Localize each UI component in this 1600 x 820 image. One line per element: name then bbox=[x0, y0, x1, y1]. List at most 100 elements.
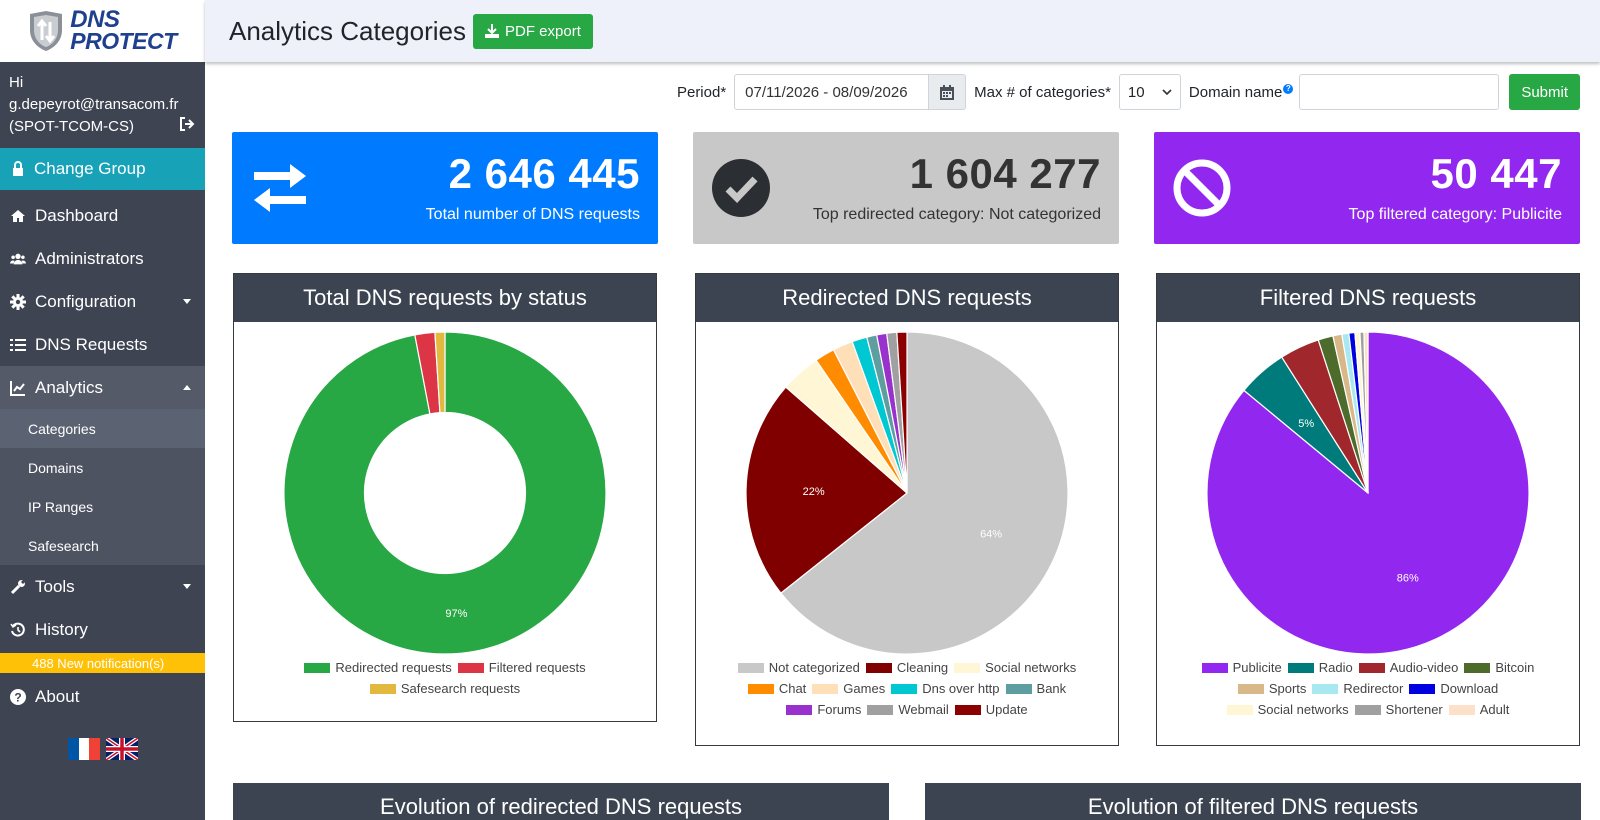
chevron-down-icon bbox=[183, 299, 191, 304]
chart-status-donut: 97% bbox=[283, 331, 607, 655]
ban-icon bbox=[1173, 159, 1231, 217]
chevron-down-icon bbox=[1162, 89, 1172, 95]
change-group-label: Change Group bbox=[34, 159, 146, 178]
legend-item-download[interactable]: Download bbox=[1409, 681, 1498, 696]
legend-label: Safesearch requests bbox=[400, 681, 521, 696]
list-icon bbox=[10, 337, 26, 353]
legend-swatch bbox=[1409, 683, 1436, 694]
gear-icon bbox=[10, 293, 26, 310]
legend-item-redirected-requests[interactable]: Redirected requests bbox=[304, 660, 452, 675]
legend-label: Webmail bbox=[898, 702, 949, 717]
pie-slice-safesearch-requests[interactable] bbox=[434, 331, 446, 414]
legend-swatch bbox=[1201, 662, 1228, 673]
sidebar-subitem-domains[interactable]: Domains bbox=[28, 459, 84, 476]
pie-data-label: 64% bbox=[980, 529, 1002, 541]
legend-label: Update bbox=[985, 702, 1028, 717]
legend-swatch bbox=[812, 683, 839, 694]
legend-swatch bbox=[369, 683, 396, 694]
pie-slice-cleaning[interactable] bbox=[745, 386, 908, 594]
sidebar-item-label: About bbox=[35, 686, 80, 706]
sidebar-item-label: Analytics bbox=[35, 377, 104, 397]
logout-icon[interactable] bbox=[179, 116, 195, 132]
legend-swatch bbox=[954, 662, 981, 673]
change-group-button[interactable]: Change Group bbox=[0, 148, 205, 190]
legend-item-chat[interactable]: Chat bbox=[747, 681, 806, 696]
legend-item-bitcoin[interactable]: Bitcoin bbox=[1464, 660, 1534, 675]
chart-legend: Not categorized Cleaning Social networks Ch… bbox=[696, 660, 1118, 717]
legend-item-shortener[interactable]: Shortener bbox=[1354, 702, 1443, 717]
sidebar-item-about[interactable]: ? About bbox=[0, 675, 205, 718]
french-flag-icon[interactable] bbox=[68, 738, 100, 760]
legend-item-not-categorized[interactable]: Not categorized bbox=[737, 660, 860, 675]
legend-swatch bbox=[457, 662, 484, 673]
chart-redirected-pie: 64% 22% bbox=[745, 331, 1069, 655]
legend-item-audio-video[interactable]: Audio-video bbox=[1358, 660, 1458, 675]
sidebar-item-history[interactable]: History bbox=[0, 608, 205, 651]
legend-item-forums[interactable]: Forums bbox=[786, 702, 861, 717]
pie-slice-not-categorized[interactable] bbox=[780, 331, 1069, 655]
domain-name-input[interactable] bbox=[1299, 74, 1500, 110]
period-input[interactable] bbox=[734, 74, 930, 110]
pie-slice-adult[interactable] bbox=[1363, 331, 1369, 494]
sidebar-subitem-ip-ranges[interactable]: IP Ranges bbox=[28, 498, 94, 515]
pie-slice-redirected-requests[interactable] bbox=[283, 331, 607, 655]
sidebar-item-dns-requests[interactable]: DNS Requests bbox=[0, 323, 205, 366]
legend-item-safesearch-requests[interactable]: Safesearch requests bbox=[369, 681, 521, 696]
chevron-up-icon bbox=[183, 385, 191, 390]
legend-item-games[interactable]: Games bbox=[812, 681, 885, 696]
legend-swatch bbox=[1237, 683, 1264, 694]
legend-item-update[interactable]: Update bbox=[954, 702, 1028, 717]
legend-label: Redirector bbox=[1343, 681, 1404, 696]
pie-data-label: 5% bbox=[1298, 418, 1314, 430]
exchange-arrows-icon bbox=[254, 164, 306, 212]
chart-title: Redirected DNS requests bbox=[696, 274, 1118, 322]
legend-swatch bbox=[891, 683, 918, 694]
legend-item-webmail[interactable]: Webmail bbox=[867, 702, 949, 717]
max-categories-select[interactable]: 10 bbox=[1118, 74, 1181, 110]
sidebar-subitem-safesearch[interactable]: Safesearch bbox=[28, 537, 99, 554]
max-categories-label: Max # of categories* bbox=[974, 83, 1111, 101]
sidebar-item-configuration[interactable]: Configuration bbox=[0, 280, 205, 323]
sidebar-subitem-categories[interactable]: Categories bbox=[0, 409, 205, 448]
legend-label: Social networks bbox=[1257, 702, 1349, 717]
legend-item-sports[interactable]: Sports bbox=[1237, 681, 1306, 696]
legend-item-publicite[interactable]: Publicite bbox=[1201, 660, 1282, 675]
home-icon bbox=[10, 208, 26, 224]
pdf-export-button[interactable]: PDF export bbox=[473, 13, 593, 49]
legend-label: Not categorized bbox=[768, 660, 860, 675]
check-circle-icon bbox=[712, 159, 770, 217]
sidebar-item-label: History bbox=[35, 619, 88, 639]
uk-flag-icon[interactable] bbox=[106, 738, 138, 760]
sidebar-item-administrators[interactable]: Administrators bbox=[0, 237, 205, 280]
notification-badge[interactable]: 488 New notification(s) bbox=[0, 653, 205, 673]
legend-item-filtered-requests[interactable]: Filtered requests bbox=[457, 660, 586, 675]
stat-card-redirected: 1 604 277 Top redirected category: Not c… bbox=[693, 132, 1119, 244]
legend-label: Games bbox=[843, 681, 886, 696]
chart-title: Filtered DNS requests bbox=[1157, 274, 1579, 322]
legend-swatch bbox=[747, 683, 774, 694]
sidebar-item-tools[interactable]: Tools bbox=[0, 565, 205, 608]
sidebar-item-label: Tools bbox=[35, 576, 75, 596]
legend-item-cleaning[interactable]: Cleaning bbox=[865, 660, 948, 675]
svg-text:?: ? bbox=[14, 690, 21, 704]
legend-item-social-networks[interactable]: Social networks bbox=[1226, 702, 1349, 717]
legend-item-social-networks[interactable]: Social networks bbox=[954, 660, 1076, 675]
pie-data-label: 22% bbox=[803, 486, 825, 498]
logo[interactable]: DNS PROTECT bbox=[0, 0, 205, 62]
pie-data-label: 97% bbox=[445, 608, 467, 620]
legend-item-adult[interactable]: Adult bbox=[1448, 702, 1509, 717]
legend-label: Bank bbox=[1036, 681, 1067, 696]
pie-slice-update[interactable] bbox=[896, 331, 908, 494]
legend-item-redirector[interactable]: Redirector bbox=[1312, 681, 1403, 696]
domain-name-label: Domain name? bbox=[1189, 83, 1294, 101]
calendar-button[interactable] bbox=[929, 74, 967, 110]
submit-button[interactable]: Submit bbox=[1509, 74, 1580, 110]
stat-label: Total number of DNS requests bbox=[425, 206, 640, 223]
legend-item-dns-over-http[interactable]: Dns over http bbox=[891, 681, 1000, 696]
legend-item-bank[interactable]: Bank bbox=[1005, 681, 1067, 696]
sidebar-item-dashboard[interactable]: Dashboard bbox=[0, 194, 205, 237]
sidebar-item-analytics[interactable]: Analytics bbox=[0, 366, 205, 409]
sidebar-item-label: DNS Requests bbox=[35, 334, 148, 354]
legend-item-radio[interactable]: Radio bbox=[1287, 660, 1353, 675]
help-icon[interactable]: ? bbox=[1283, 83, 1294, 94]
